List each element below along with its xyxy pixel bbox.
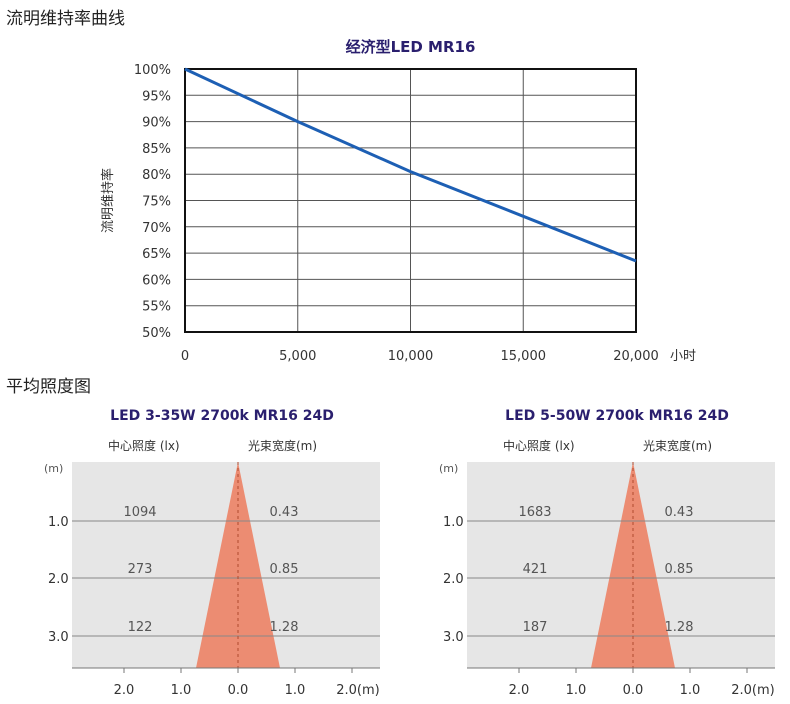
beam-width-value: 1.28	[270, 620, 299, 635]
illuminance-header: 中心照度 (lx)	[108, 438, 180, 453]
illuminance-value: 187	[523, 620, 548, 635]
x-tick-label: 10,000	[388, 349, 434, 364]
y-tick-label: 100%	[134, 63, 171, 78]
y-tick-label: 70%	[142, 221, 171, 236]
beam-x-tick-label: 1.0	[566, 683, 587, 698]
beam-x-tick-label: 1.0	[285, 683, 306, 698]
x-tick-label: 0	[181, 349, 189, 364]
beam-diagram-50w: LED 5-50W 2700k MR16 24D 中心照度 (lx) 光束宽度(m)…	[439, 408, 775, 698]
illuminance-value: 122	[128, 620, 153, 635]
illuminance-header: 中心照度 (lx)	[503, 438, 575, 453]
beam-x-tick-label: 0.0	[623, 683, 644, 698]
beam-width-value: 1.28	[665, 620, 694, 635]
y-tick-label: 80%	[142, 168, 171, 183]
beam-x-tick-label: 0.0	[228, 683, 249, 698]
y-tick-label: 60%	[142, 273, 171, 288]
beam-width-value: 0.43	[270, 505, 299, 520]
distance-label: 1.0	[48, 515, 69, 530]
y-tick-label: 65%	[142, 247, 171, 262]
beam-width-header: 光束宽度(m)	[643, 438, 712, 453]
beam-width-value: 0.85	[270, 562, 299, 577]
beam-x-tick-label: 2.0	[114, 683, 135, 698]
beam-x-tick-label: 2.0	[509, 683, 530, 698]
beam-title: LED 3-35W 2700k MR16 24D	[110, 408, 334, 424]
x-tick-label: 15,000	[501, 349, 547, 364]
y-tick-label: 90%	[142, 116, 171, 131]
distance-label: 3.0	[443, 630, 464, 645]
y-tick-label: 50%	[142, 326, 171, 341]
distance-unit: (m)	[44, 462, 63, 475]
illuminance-value: 421	[523, 562, 548, 577]
illuminance-value: 273	[128, 562, 153, 577]
y-tick-label: 85%	[142, 142, 171, 157]
maintenance-heading: 流明维持率曲线	[6, 9, 125, 29]
beam-x-tick-label: 1.0	[680, 683, 701, 698]
illuminance-value: 1094	[123, 505, 156, 520]
y-tick-label: 55%	[142, 300, 171, 315]
x-axis-unit: 小时	[670, 349, 696, 364]
beam-x-tick-label: 2.0(m)	[731, 683, 774, 698]
illuminance-value: 1683	[518, 505, 551, 520]
distance-label: 3.0	[48, 630, 69, 645]
plot-frame	[184, 68, 637, 333]
y-tick-label: 95%	[142, 89, 171, 104]
y-tick-label: 75%	[142, 195, 171, 210]
x-tick-label: 5,000	[279, 349, 316, 364]
lumen-maintenance-chart: 经济型LED MR16 100% 95% 90% 85% 80% 75% 70% 65% 60% 5…	[100, 38, 696, 364]
beam-title: LED 5-50W 2700k MR16 24D	[505, 408, 729, 424]
beam-x-tick-label: 2.0(m)	[336, 683, 379, 698]
beam-x-tick-label: 1.0	[171, 683, 192, 698]
beam-width-value: 0.43	[665, 505, 694, 520]
beam-diagram-35w: LED 3-35W 2700k MR16 24D 中心照度 (lx) 光束宽度(m)…	[44, 408, 380, 698]
y-axis-label: 流明维持率	[100, 168, 116, 233]
distance-unit: (m)	[439, 462, 458, 475]
distance-label: 2.0	[443, 572, 464, 587]
illuminance-heading: 平均照度图	[6, 377, 91, 397]
distance-label: 1.0	[443, 515, 464, 530]
chart-title: 经济型LED MR16	[346, 38, 476, 56]
beam-width-header: 光束宽度(m)	[248, 438, 317, 453]
x-tick-label: 20,000	[613, 349, 659, 364]
distance-label: 2.0	[48, 572, 69, 587]
beam-width-value: 0.85	[665, 562, 694, 577]
